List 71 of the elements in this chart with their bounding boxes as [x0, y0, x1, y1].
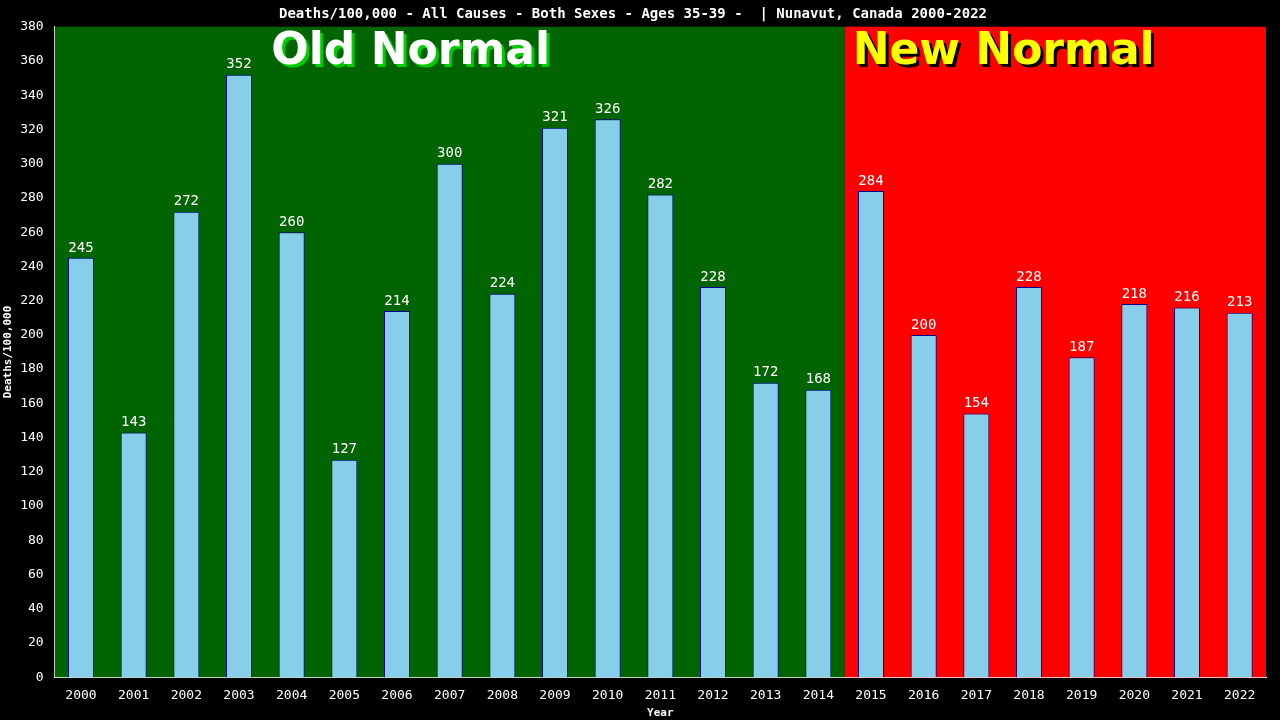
x-tick-label: 2017 [960, 687, 992, 703]
data-label: 127 [331, 440, 357, 457]
x-tick-label: 2007 [434, 687, 466, 703]
x-tick-label: 2014 [802, 687, 835, 703]
data-label: 228 [1016, 267, 1042, 284]
x-tick-label: 2005 [328, 687, 360, 703]
data-label: 300 [437, 144, 463, 161]
data-label: 321 [542, 108, 568, 125]
y-tick-label: 360 [20, 52, 44, 68]
x-tick-label: 2006 [381, 687, 413, 703]
y-tick-label: 280 [20, 189, 44, 205]
x-tick-label: 2008 [486, 687, 518, 703]
y-tick-label: 100 [20, 497, 44, 513]
data-label: 216 [1174, 288, 1200, 305]
x-tick-label: 2004 [276, 687, 308, 703]
x-tick-label: 2019 [1066, 687, 1098, 703]
y-tick-label: 300 [20, 155, 44, 171]
x-tick-label: 2009 [539, 687, 571, 703]
x-tick-label: 2001 [118, 687, 150, 703]
band-label: Old Normal [274, 26, 554, 78]
y-tick-label: 340 [20, 86, 44, 102]
y-tick-label: 240 [20, 257, 44, 273]
data-label: 352 [226, 55, 252, 72]
data-label: 260 [279, 212, 305, 229]
x-tick-label: 2022 [1224, 687, 1256, 703]
data-label: 326 [595, 99, 621, 116]
data-label: 228 [700, 267, 726, 284]
x-tick-label: 2012 [697, 687, 729, 703]
y-tick-label: 180 [20, 360, 44, 376]
data-label: 168 [805, 370, 831, 387]
chart-title: Deaths/100,000 - All Causes - Both Sexes - Ages 35-39 - | Nunavut, Canada 2000-2022 [278, 5, 988, 23]
data-label: 200 [911, 315, 937, 332]
data-label: 154 [963, 394, 989, 411]
y-tick-label: 40 [28, 600, 44, 616]
y-tick-label: 20 [28, 634, 44, 650]
data-label: 272 [173, 192, 199, 209]
y-tick-label: 0 [35, 668, 44, 684]
y-tick-label: 200 [20, 326, 44, 342]
data-label: 282 [647, 175, 673, 192]
data-label: 187 [1069, 337, 1095, 354]
x-axis-title: Year [647, 706, 674, 720]
y-tick-label: 320 [20, 120, 44, 136]
x-tick-label: 2020 [1118, 687, 1150, 703]
data-label: 213 [1227, 293, 1253, 310]
y-tick-label: 260 [20, 223, 44, 239]
x-tick-label: 2010 [592, 687, 624, 703]
data-label: 143 [121, 413, 147, 430]
x-tick-label: 2015 [855, 687, 887, 703]
band-label: New Normal [855, 26, 1158, 78]
data-label: 218 [1121, 284, 1147, 301]
data-label: 224 [489, 274, 515, 291]
y-tick-label: 380 [20, 18, 44, 34]
x-tick-label: 2016 [908, 687, 940, 703]
x-tick-label: 2000 [65, 687, 97, 703]
y-axis-title: Deaths/100,000 [1, 305, 15, 399]
x-tick-label: 2021 [1171, 687, 1203, 703]
y-tick-label: 120 [20, 463, 44, 479]
x-tick-label: 2002 [170, 687, 202, 703]
data-label: 245 [68, 238, 94, 255]
y-tick-label: 80 [28, 531, 44, 547]
x-tick-label: 2013 [750, 687, 782, 703]
y-tick-label: 220 [20, 292, 44, 308]
x-tick-label: 2011 [644, 687, 676, 703]
x-tick-label: 2018 [1013, 687, 1045, 703]
data-label: 284 [858, 171, 884, 188]
y-tick-label: 60 [28, 565, 44, 581]
data-label: 172 [753, 363, 779, 380]
x-tick-label: 2003 [223, 687, 255, 703]
y-tick-label: 140 [20, 428, 44, 444]
data-label: 214 [384, 291, 410, 308]
y-tick-label: 160 [20, 394, 44, 410]
